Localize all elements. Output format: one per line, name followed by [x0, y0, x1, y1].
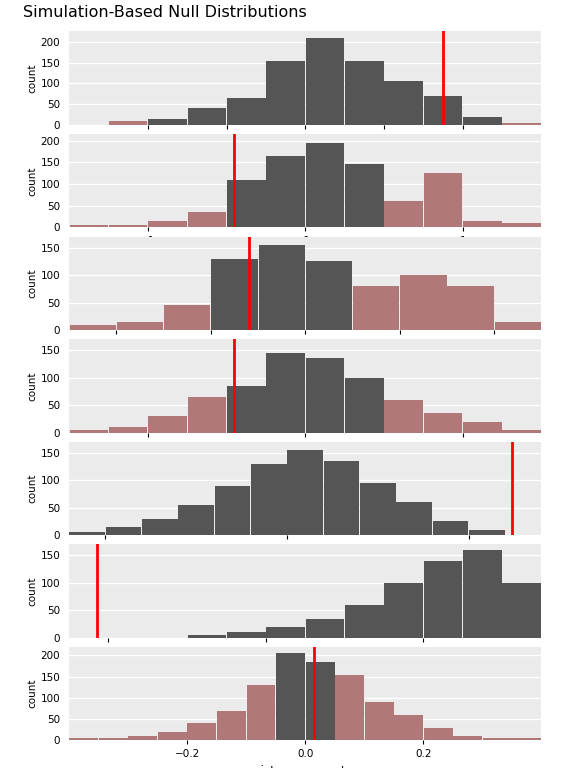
- Bar: [306, 359, 344, 432]
- Bar: [483, 738, 511, 740]
- X-axis label: continent_of_originSouth America: continent_of_originSouth America: [206, 457, 405, 470]
- Bar: [453, 736, 482, 740]
- Y-axis label: count: count: [28, 269, 37, 298]
- Bar: [502, 430, 541, 432]
- Bar: [227, 98, 266, 125]
- Bar: [179, 505, 214, 535]
- Bar: [164, 306, 210, 330]
- Bar: [70, 325, 116, 330]
- Bar: [70, 430, 108, 432]
- Bar: [70, 738, 98, 740]
- Bar: [335, 674, 364, 740]
- Bar: [502, 223, 541, 227]
- Bar: [345, 61, 384, 125]
- Bar: [324, 461, 359, 535]
- Bar: [463, 422, 502, 432]
- Bar: [259, 245, 305, 330]
- Bar: [266, 156, 305, 227]
- Y-axis label: count: count: [28, 166, 37, 196]
- Bar: [188, 108, 226, 125]
- Bar: [306, 662, 335, 740]
- Bar: [142, 518, 178, 535]
- Bar: [502, 583, 541, 637]
- Bar: [345, 164, 384, 227]
- Bar: [365, 702, 393, 740]
- Bar: [306, 618, 344, 637]
- Bar: [148, 221, 187, 227]
- Bar: [211, 259, 257, 330]
- Bar: [360, 483, 396, 535]
- X-axis label: continent_of_originAsia: continent_of_originAsia: [236, 252, 374, 265]
- X-axis label: moisture_percentage: moisture_percentage: [242, 765, 368, 768]
- Bar: [287, 450, 323, 535]
- Bar: [99, 738, 128, 740]
- Bar: [109, 225, 147, 227]
- Bar: [117, 322, 163, 330]
- Bar: [70, 225, 108, 227]
- Y-axis label: count: count: [28, 371, 37, 401]
- Bar: [495, 322, 541, 330]
- Bar: [188, 635, 226, 637]
- Bar: [424, 173, 463, 227]
- X-axis label: aroma: aroma: [286, 150, 324, 163]
- Bar: [148, 118, 187, 125]
- Bar: [424, 561, 463, 637]
- Bar: [128, 736, 157, 740]
- Bar: [384, 201, 423, 227]
- Bar: [148, 121, 187, 125]
- Y-axis label: count: count: [28, 474, 37, 503]
- X-axis label: flavor: flavor: [289, 560, 322, 573]
- Bar: [106, 527, 142, 535]
- Bar: [215, 485, 251, 535]
- Bar: [463, 221, 502, 227]
- Bar: [345, 378, 384, 432]
- Bar: [463, 117, 502, 125]
- Bar: [70, 532, 105, 535]
- Bar: [251, 464, 287, 535]
- Bar: [227, 180, 266, 227]
- Text: Simulation-Based Null Distributions: Simulation-Based Null Distributions: [23, 5, 307, 21]
- Bar: [469, 530, 505, 535]
- Bar: [306, 143, 344, 227]
- Bar: [266, 353, 305, 432]
- Bar: [424, 413, 463, 432]
- Bar: [424, 96, 463, 125]
- Bar: [433, 521, 468, 535]
- Y-axis label: count: count: [28, 64, 37, 93]
- Y-axis label: count: count: [28, 576, 37, 606]
- Bar: [266, 61, 305, 125]
- Bar: [158, 732, 187, 740]
- X-axis label: intercept: intercept: [279, 662, 332, 675]
- Bar: [109, 427, 147, 432]
- Bar: [188, 397, 226, 432]
- Bar: [109, 121, 147, 125]
- Bar: [448, 286, 494, 330]
- Bar: [353, 286, 399, 330]
- Bar: [502, 123, 541, 125]
- Bar: [217, 710, 246, 740]
- Bar: [266, 627, 305, 637]
- Bar: [463, 550, 502, 637]
- X-axis label: continent_of_originNorth America: continent_of_originNorth America: [206, 355, 404, 368]
- Bar: [394, 715, 423, 740]
- Bar: [227, 632, 266, 637]
- Bar: [345, 605, 384, 637]
- Bar: [424, 727, 453, 740]
- Bar: [400, 275, 446, 330]
- Bar: [148, 416, 187, 432]
- Bar: [227, 386, 266, 432]
- Bar: [384, 583, 423, 637]
- Bar: [384, 81, 423, 125]
- Bar: [188, 212, 226, 227]
- Bar: [396, 502, 432, 535]
- Bar: [306, 261, 352, 330]
- Bar: [306, 38, 344, 125]
- Bar: [188, 723, 217, 740]
- Bar: [384, 399, 423, 432]
- Y-axis label: count: count: [28, 679, 37, 708]
- Bar: [512, 738, 541, 740]
- Bar: [276, 654, 305, 740]
- Bar: [247, 685, 275, 740]
